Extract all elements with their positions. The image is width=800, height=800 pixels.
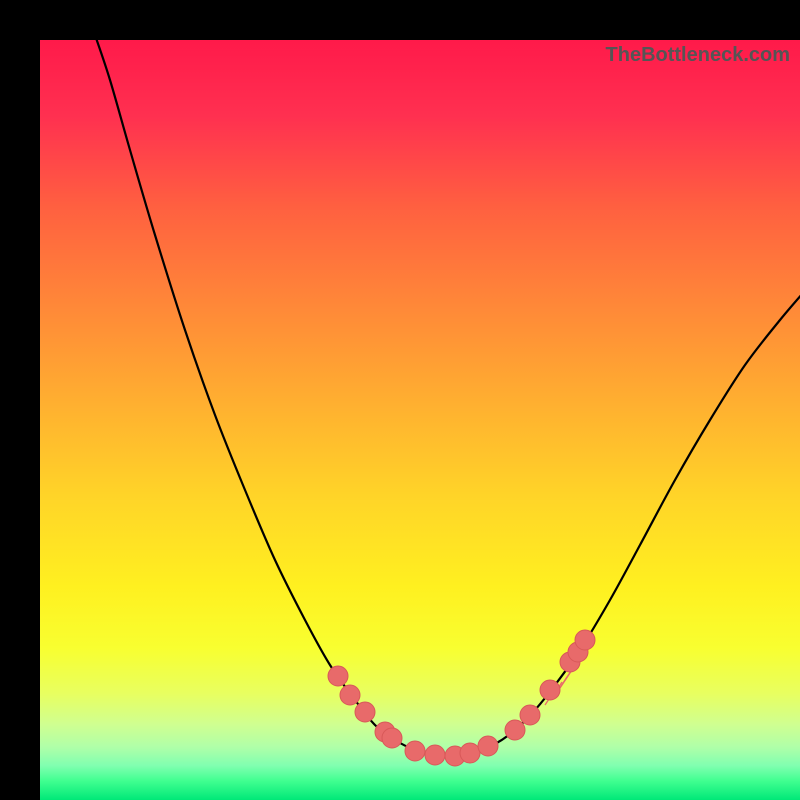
data-marker bbox=[540, 680, 560, 700]
data-marker bbox=[405, 741, 425, 761]
plot-area: TheBottleneck.com bbox=[40, 40, 800, 800]
data-marker bbox=[460, 743, 480, 763]
data-marker bbox=[425, 745, 445, 765]
data-marker bbox=[382, 728, 402, 748]
data-marker bbox=[575, 630, 595, 650]
data-marker bbox=[478, 736, 498, 756]
data-marker bbox=[355, 702, 375, 722]
data-marker bbox=[340, 685, 360, 705]
data-marker bbox=[328, 666, 348, 686]
data-marker bbox=[520, 705, 540, 725]
chart-svg bbox=[40, 40, 800, 800]
gradient-background bbox=[40, 40, 800, 800]
watermark-text: TheBottleneck.com bbox=[606, 44, 790, 67]
data-marker bbox=[505, 720, 525, 740]
chart-frame: TheBottleneck.com bbox=[0, 0, 800, 800]
